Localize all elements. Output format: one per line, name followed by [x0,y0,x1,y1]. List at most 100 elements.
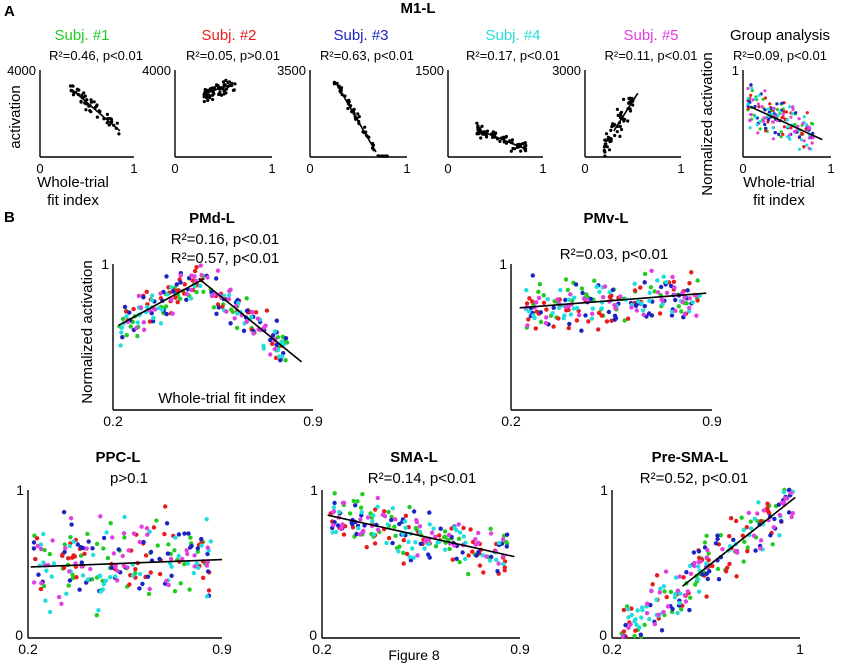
sma-point [332,500,337,506]
ppc-point [104,530,109,535]
pmv-point [679,309,684,314]
pmv-point [612,313,618,318]
pmv-point [524,288,529,293]
pmd-point [244,308,250,313]
pmv-point [669,309,675,314]
group-point [750,86,754,90]
group-point [797,117,801,121]
group-point [794,111,798,115]
presma-point [745,545,750,550]
ppc-point [164,578,169,584]
ppc-point [169,573,174,578]
ppc-point [105,555,111,561]
sma-point [427,510,432,515]
pmv-point [566,325,571,331]
pmv-point [609,318,614,323]
subj4-title: Subj. #4 [485,27,540,44]
pmd-point [135,333,140,339]
pmv-point [632,281,637,286]
ppc-point [113,564,118,569]
ppc-point [208,539,213,544]
pmv-point [680,290,685,295]
pmv-point [676,304,681,309]
pmv-point [571,306,576,311]
group-stat: R²=0.09, p<0.01 [733,48,827,63]
subj2-point [227,80,231,84]
pmv-point [658,284,664,290]
pmv-point [534,300,539,305]
sma-point [413,525,419,531]
group-point [748,118,752,122]
pmd-point [134,325,139,331]
presma-point [684,570,689,575]
pmd-point [178,280,183,285]
pmv-point [695,278,700,283]
presma-point [745,549,750,554]
sma-point [339,525,344,530]
sma-point [354,531,359,537]
subj3-point [339,86,344,90]
ppc-point [192,564,197,569]
pmv-point [581,296,587,301]
group-point [793,122,797,127]
sma-point [372,541,378,546]
subj1-point [82,91,86,95]
ppc-point [180,556,185,562]
group-point [789,126,793,130]
group-point [770,112,774,116]
presma-point [696,564,701,569]
presma-point [768,533,773,538]
group-point [749,112,753,117]
ppc-point [38,542,44,547]
subj1-title: Subj. #1 [54,27,109,44]
presma-point [637,625,642,630]
sma-point [359,510,364,515]
presma-point [688,571,694,576]
presma-point [788,490,794,496]
presma-point [727,561,732,567]
subj2-plot: 4000 0 1 [142,63,276,176]
ppc-point [43,598,48,603]
sma-point [446,532,452,538]
group-point [748,126,752,130]
sma-point [401,561,406,566]
ppc-point [110,535,115,540]
presma-point [734,518,739,524]
group-point [786,135,790,139]
subj2-point [211,93,215,97]
ppc-point [98,514,103,519]
subj5-point [628,109,633,113]
pmv-point [583,313,588,318]
subj5-title: Subj. #5 [623,27,678,44]
sma-point [457,530,463,535]
ppc-point [98,589,103,594]
sma-point [331,523,336,528]
presma-point [755,511,760,516]
presma-point [697,555,702,561]
ppc-point [44,568,49,573]
sma-point [411,509,417,514]
ppc-point [31,580,37,585]
pmv-point [634,308,639,313]
ppc-point [195,549,200,554]
presma-point [691,550,697,555]
sma-y-zero-label: 0 [309,627,317,643]
pmd-point [149,293,155,298]
group-y-axis-label: Normalized activation [699,52,716,195]
ppc-point [205,545,210,550]
ppc-point [103,578,109,583]
group-point [758,127,762,131]
ppc-point [169,564,174,569]
sma-point [389,517,394,523]
subj3-point [363,125,367,129]
sma-point [389,514,394,520]
presma-point [746,510,751,516]
ppc-point [75,542,81,547]
pmd-point [272,329,278,334]
group-point [751,98,755,102]
group-point [784,110,789,114]
presma-point [633,628,638,633]
pmd-x-tick-label-min: 0.2 [103,413,123,429]
pmd-point [278,358,283,363]
ppc-point [67,578,73,583]
